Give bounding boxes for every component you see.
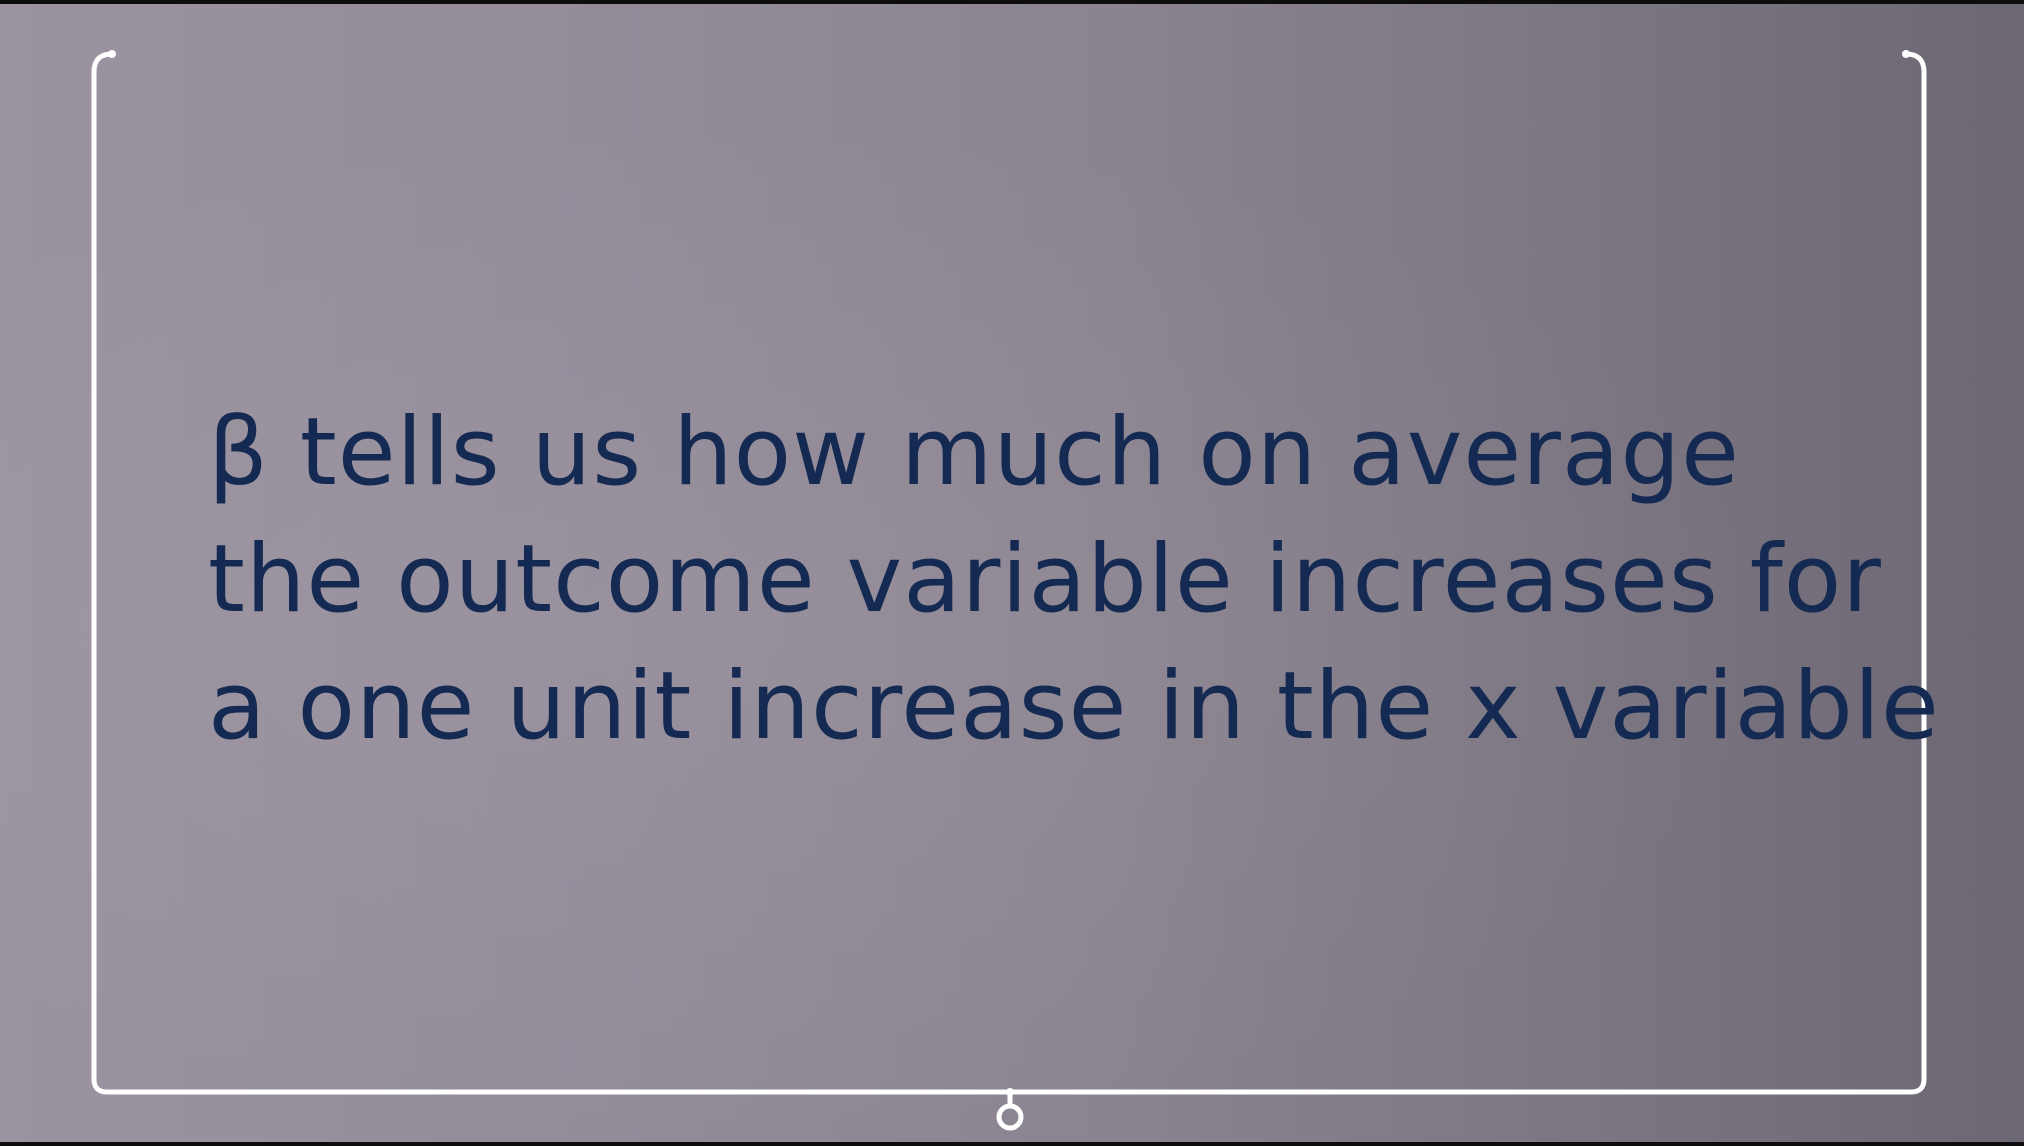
frame-right-corner xyxy=(1005,51,1927,1095)
text-line-1: β tells us how much on average xyxy=(208,398,1740,507)
slide-background: β tells us how much on average the outco… xyxy=(0,4,2024,1142)
connector-dot xyxy=(1006,1088,1014,1096)
frame-left-corner xyxy=(91,51,1011,1095)
text-line-2: the outcome variable increases for xyxy=(208,525,1882,634)
frame-left-dot xyxy=(108,50,116,58)
slide-text: β tells us how much on average the outco… xyxy=(208,389,1940,770)
frame-right-dot xyxy=(1902,50,1910,58)
bracket-frame xyxy=(91,50,1927,1131)
ring-connector-icon xyxy=(996,1103,1024,1131)
text-line-3: a one unit increase in the x variable xyxy=(208,652,1940,761)
